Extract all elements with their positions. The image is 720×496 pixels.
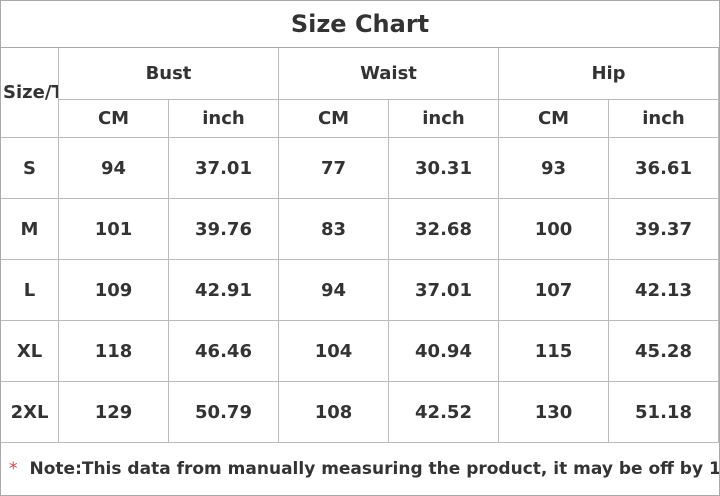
value-cell: 104 [279, 321, 389, 382]
value-cell: 37.01 [169, 138, 279, 199]
value-cell: 94 [279, 260, 389, 321]
value-cell: 39.37 [609, 199, 719, 260]
size-header: Size/Ta [1, 48, 59, 138]
value-cell: 129 [59, 382, 169, 443]
value-cell: 39.76 [169, 199, 279, 260]
unit-header: CM [279, 100, 389, 138]
unit-header: inch [609, 100, 719, 138]
note-marker: * [9, 459, 18, 479]
note: * Note:This data from manually measuring… [1, 443, 719, 495]
value-cell: 37.01 [389, 260, 499, 321]
value-cell: 51.18 [609, 382, 719, 443]
value-cell: 42.13 [609, 260, 719, 321]
value-cell: 36.61 [609, 138, 719, 199]
value-cell: 107 [499, 260, 609, 321]
value-cell: 130 [499, 382, 609, 443]
value-cell: 101 [59, 199, 169, 260]
note-text: Note:This data from manually measuring t… [29, 459, 720, 479]
value-cell: 94 [59, 138, 169, 199]
unit-header: CM [499, 100, 609, 138]
group-header: Waist [279, 48, 499, 100]
group-header: Bust [59, 48, 279, 100]
size-cell: S [1, 138, 59, 199]
value-cell: 30.31 [389, 138, 499, 199]
size-cell: L [1, 260, 59, 321]
unit-header: CM [59, 100, 169, 138]
value-cell: 42.52 [389, 382, 499, 443]
size-cell: XL [1, 321, 59, 382]
value-cell: 32.68 [389, 199, 499, 260]
value-cell: 46.46 [169, 321, 279, 382]
size-cell: M [1, 199, 59, 260]
value-cell: 115 [499, 321, 609, 382]
title: Size Chart [1, 1, 719, 48]
group-header: Hip [499, 48, 719, 100]
value-cell: 109 [59, 260, 169, 321]
value-cell: 100 [499, 199, 609, 260]
value-cell: 93 [499, 138, 609, 199]
value-cell: 83 [279, 199, 389, 260]
value-cell: 42.91 [169, 260, 279, 321]
size-cell: 2XL [1, 382, 59, 443]
value-cell: 108 [279, 382, 389, 443]
value-cell: 77 [279, 138, 389, 199]
value-cell: 118 [59, 321, 169, 382]
unit-header: inch [169, 100, 279, 138]
value-cell: 50.79 [169, 382, 279, 443]
value-cell: 40.94 [389, 321, 499, 382]
value-cell: 45.28 [609, 321, 719, 382]
unit-header: inch [389, 100, 499, 138]
